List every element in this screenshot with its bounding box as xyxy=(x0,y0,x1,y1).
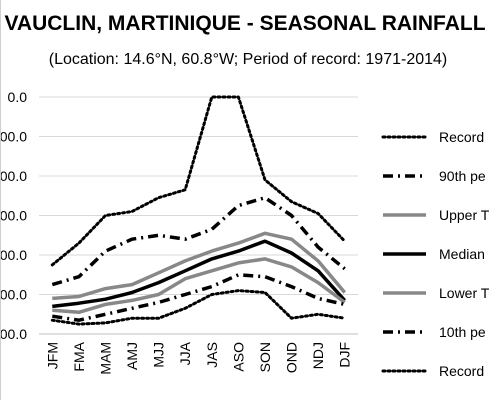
x-tick-label: DJF xyxy=(337,342,353,368)
y-tick-label: 00.0 xyxy=(1,247,27,263)
x-tick-label: JAS xyxy=(204,342,220,368)
legend-label: Record xyxy=(439,129,484,145)
legend-label: Record xyxy=(439,363,484,379)
gridlines xyxy=(39,96,358,335)
x-tick-labels: JFM FMA MAM AMJ MJJ JJA JAS ASO SON OND NDJ DJF xyxy=(44,341,352,374)
x-tick-label: ASO xyxy=(230,342,246,372)
x-tick-label: AMJ xyxy=(124,342,140,370)
x-tick-label: MJJ xyxy=(151,342,167,368)
series-line xyxy=(52,273,346,322)
y-tick-label: 0.0 xyxy=(8,89,28,105)
chart-title: VAUCLIN, MARTINIQUE - SEASONAL RAINFALL xyxy=(4,12,485,35)
series-line xyxy=(52,257,346,315)
y-tick-label: 00.0 xyxy=(1,208,27,224)
series-line xyxy=(52,231,347,301)
series-line xyxy=(50,95,347,267)
series-lines xyxy=(50,95,347,326)
y-tick-label: 00.0 xyxy=(1,287,27,303)
series-line xyxy=(51,195,346,287)
x-tick-label: MAM xyxy=(97,342,113,375)
y-tick-label: 00.0 xyxy=(1,168,27,184)
y-tick-label: 00.0 xyxy=(1,129,27,145)
chart-subtitle: (Location: 14.6°N, 60.8°W; Period of rec… xyxy=(49,51,448,68)
x-tick-label: OND xyxy=(284,342,300,373)
x-tick-label: FMA xyxy=(71,341,87,371)
x-tick-label: JFM xyxy=(44,342,60,369)
legend-label: 10th pe xyxy=(439,324,486,340)
y-tick-labels: 00.0 00.0 00.0 00.0 00.0 00.0 0.0 xyxy=(1,89,27,342)
legend-label: 90th pe xyxy=(439,168,486,184)
series-line xyxy=(50,289,347,326)
y-tick-label: 00.0 xyxy=(1,326,27,342)
x-tick-label: NDJ xyxy=(310,342,326,369)
legend-label: Median xyxy=(439,246,485,262)
legend: Record 90th pe Upper T Median Lower T 10th pe… xyxy=(381,129,490,379)
legend-label: Lower T xyxy=(439,285,490,301)
legend-label: Upper T xyxy=(439,207,490,223)
x-tick-label: JJA xyxy=(177,341,193,365)
x-tick-label: SON xyxy=(257,342,273,372)
series-line xyxy=(52,239,347,309)
